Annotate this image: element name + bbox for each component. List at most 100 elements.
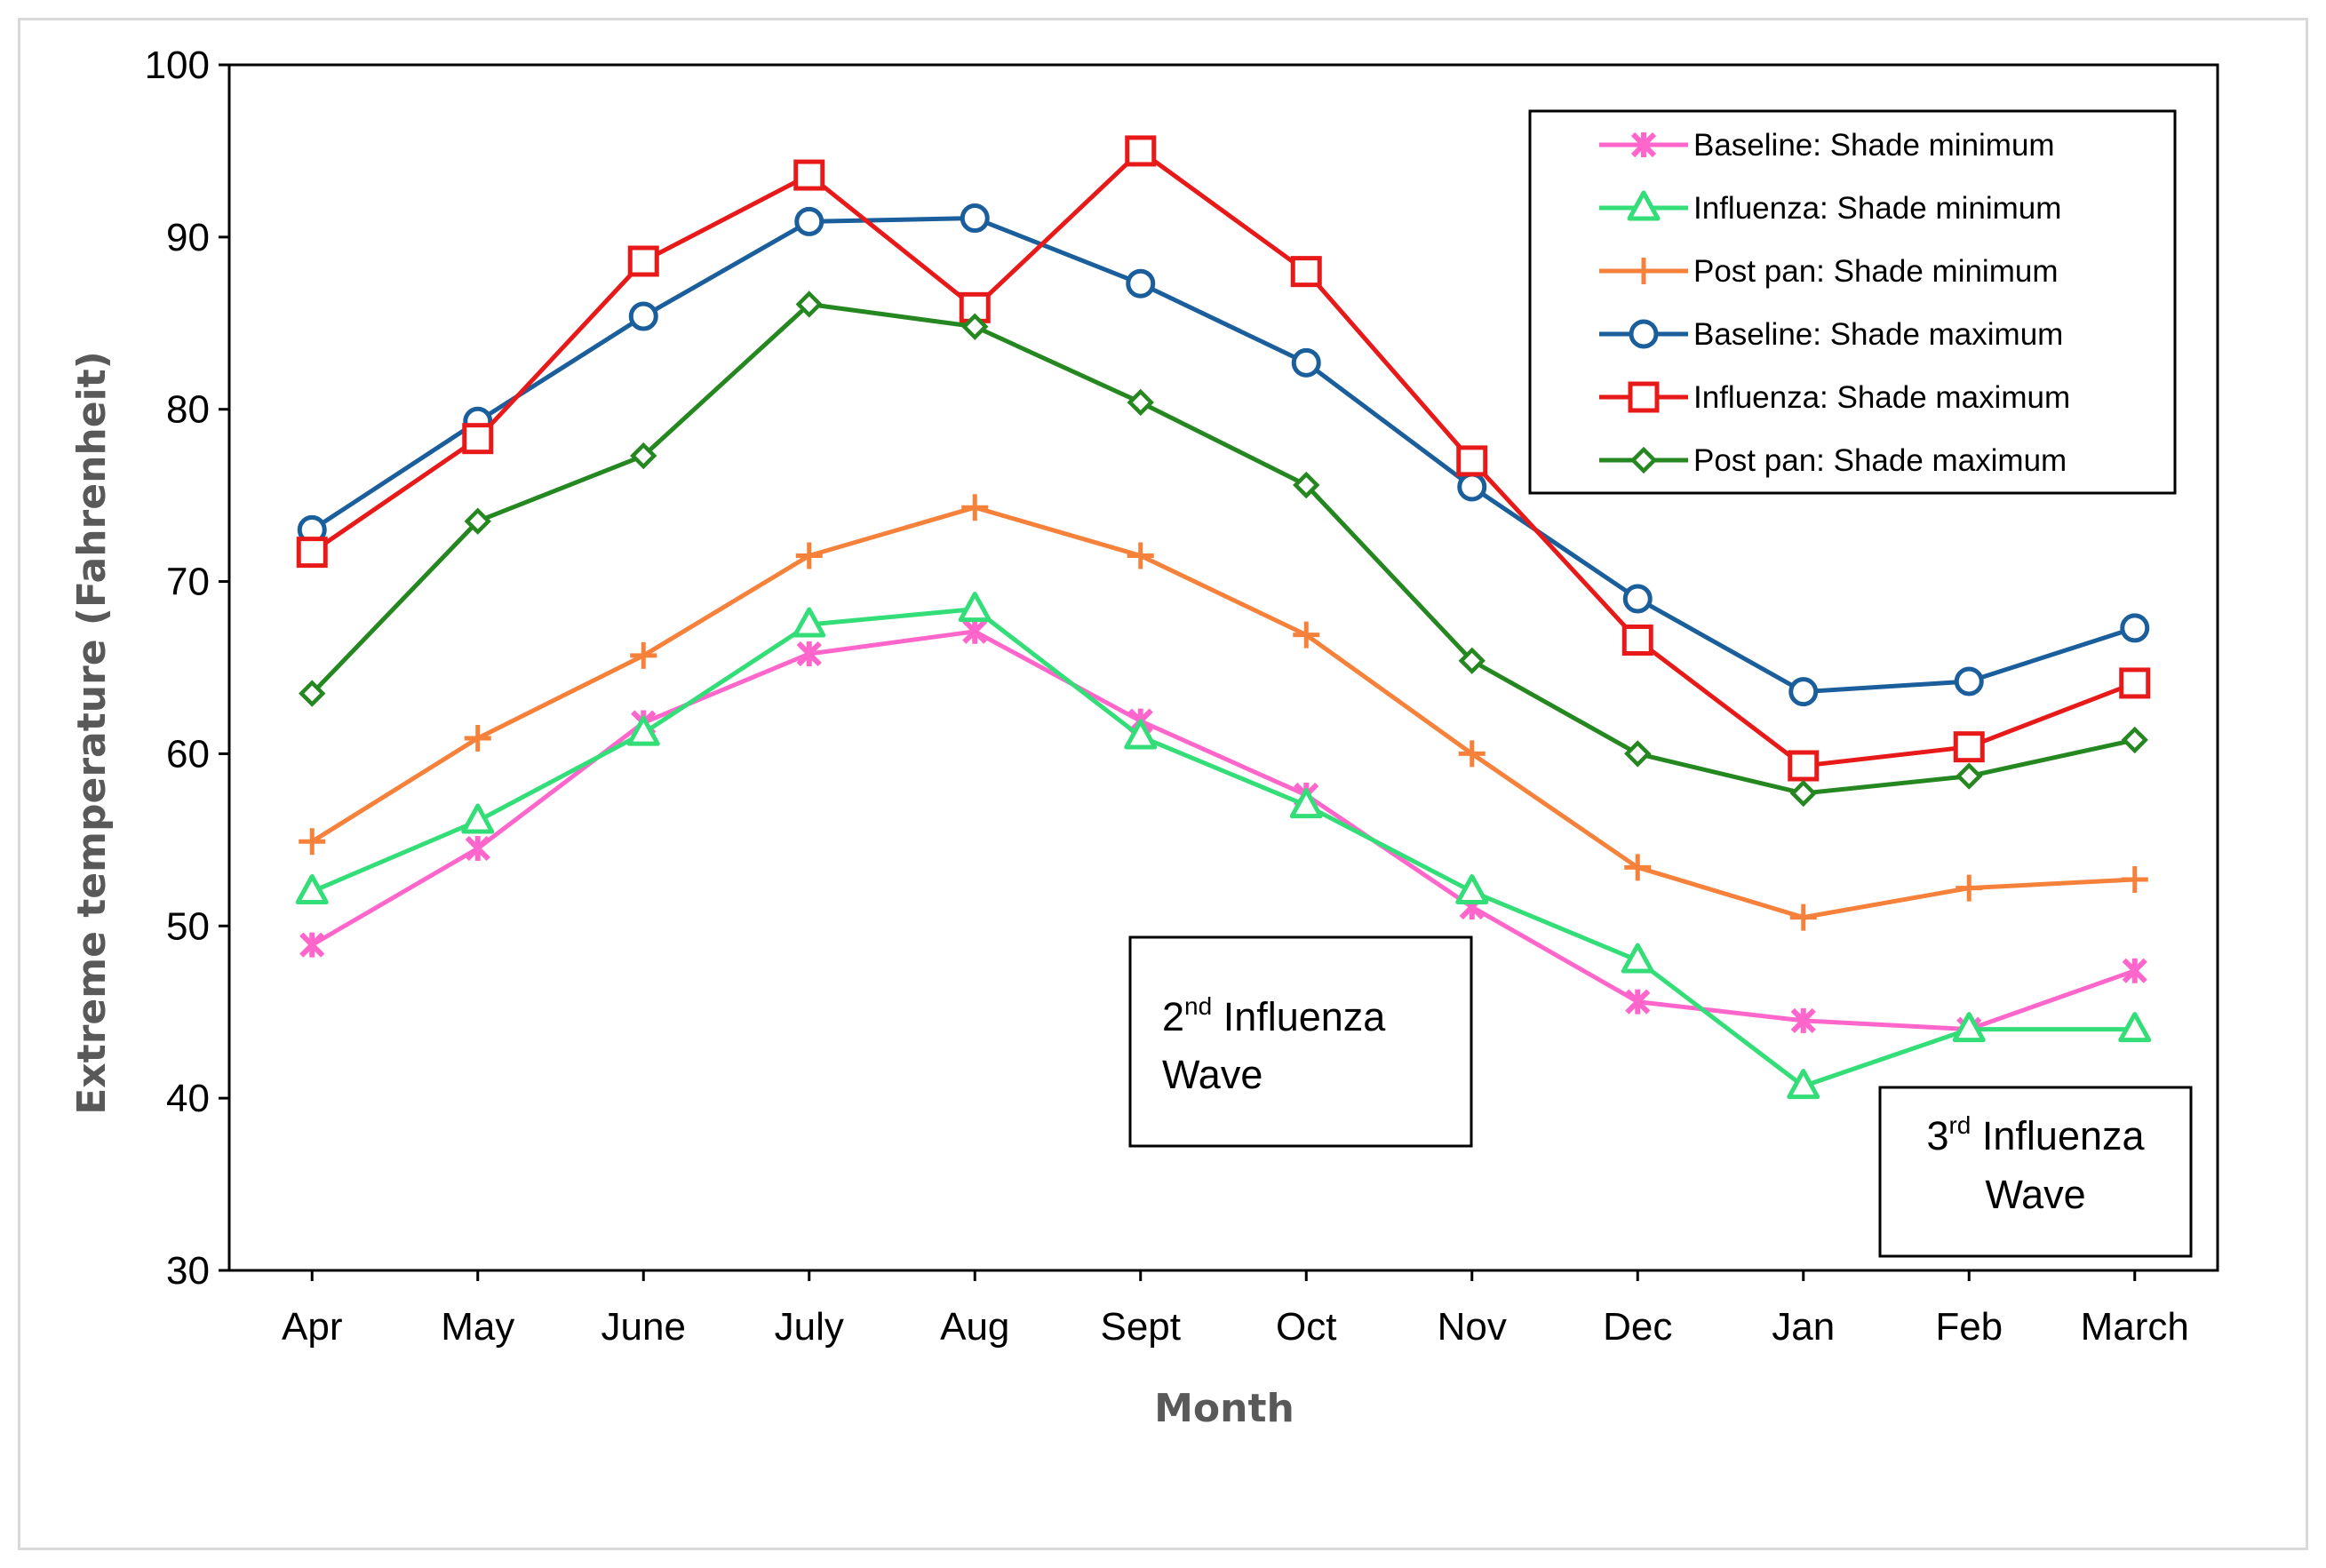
legend-entry: Post pan: Shade minimum	[1599, 254, 2058, 289]
data-point	[296, 537, 328, 569]
series-3	[299, 494, 2148, 931]
data-point	[1954, 666, 1984, 696]
series-line	[310, 505, 2135, 920]
data-point	[962, 618, 988, 644]
data-point	[1621, 624, 1653, 656]
annotation-2nd-wave-text: Influenza	[1212, 994, 1386, 1039]
data-point	[299, 828, 326, 856]
legend-swatch-marker	[1630, 258, 1657, 284]
data-point	[795, 291, 823, 318]
data-point	[1458, 647, 1486, 674]
data-point	[958, 592, 992, 623]
data-point	[1788, 677, 1819, 707]
y-tick-label: 40	[166, 1077, 210, 1120]
x-tick-label: July	[775, 1305, 844, 1349]
series-line	[310, 301, 2136, 796]
data-point	[1956, 874, 1983, 902]
data-point	[465, 835, 490, 862]
series-line	[310, 148, 2136, 768]
legend-label: Influenza: Shade minimum	[1693, 191, 2061, 226]
x-tick-label: Dec	[1603, 1305, 1672, 1349]
data-point	[1953, 731, 1985, 763]
data-point	[462, 423, 494, 455]
data-point	[1456, 445, 1488, 477]
y-tick-label: 70	[166, 561, 210, 604]
data-point	[1291, 347, 1321, 378]
annotation-2nd-wave-num: 2	[1162, 994, 1184, 1039]
legend-swatch-marker	[1627, 190, 1661, 221]
data-point	[1790, 1007, 1816, 1034]
data-point	[1956, 762, 1983, 790]
data-point	[793, 607, 826, 638]
data-point	[627, 245, 659, 277]
legend-label: Post pan: Shade minimum	[1693, 254, 2058, 289]
legend-entry: Influenza: Shade maximum	[1599, 380, 2070, 415]
x-tick-label: Nov	[1438, 1305, 1507, 1349]
legend: Baseline: Shade minimum Influenza: Shade …	[1528, 109, 2177, 495]
data-point	[2121, 865, 2148, 893]
annotation-2nd-wave-line2: Wave	[1162, 1052, 1263, 1097]
data-point	[1622, 584, 1653, 614]
data-point	[295, 874, 329, 905]
y-tick-label: 80	[166, 388, 210, 432]
data-point	[961, 494, 989, 521]
annotation-3rd-wave-num: 3	[1926, 1113, 1948, 1158]
data-point	[1624, 854, 1652, 881]
annotation-3rd-wave-sup: rd	[1948, 1111, 1971, 1139]
series-2	[295, 592, 2152, 1100]
x-tick-label: Jan	[1772, 1305, 1835, 1349]
data-point	[628, 301, 658, 331]
data-point	[1621, 943, 1654, 974]
data-point	[1124, 719, 1158, 750]
data-point	[1788, 750, 1820, 782]
data-point	[1290, 256, 1322, 288]
legend-swatch-marker	[1628, 381, 1660, 413]
data-point	[461, 803, 495, 834]
data-point	[1293, 621, 1320, 649]
plot-area-border	[227, 63, 2219, 1272]
data-point	[1127, 542, 1154, 569]
legend-entry: Influenza: Shade minimum	[1599, 190, 2061, 226]
x-tick-label: Aug	[940, 1305, 1009, 1349]
annotation-3rd-wave-line1: 3rd Influenza	[1926, 1111, 2145, 1158]
y-tick-label: 60	[166, 732, 210, 776]
legend-entry: Baseline: Shade minimum	[1599, 128, 2055, 163]
annotation-3rd-wave-line2: Wave	[1985, 1172, 2085, 1217]
legend-entry: Post pan: Shade maximum	[1599, 443, 2067, 478]
x-tick-label: June	[601, 1305, 686, 1349]
data-point	[626, 715, 660, 746]
data-point	[959, 291, 991, 323]
data-point	[2121, 726, 2148, 754]
data-point	[794, 206, 824, 236]
data-point	[1625, 989, 1651, 1015]
legend-entry: Baseline: Shade maximum	[1599, 317, 2063, 352]
legend-swatch-marker	[1630, 131, 1657, 158]
series-6	[299, 291, 2148, 808]
data-point	[1126, 268, 1156, 298]
legend-label: Post pan: Shade maximum	[1693, 443, 2067, 478]
data-point	[961, 313, 989, 340]
data-point	[1293, 471, 1320, 499]
annotation-3rd-wave-text: Influenza	[1971, 1113, 2145, 1158]
data-point	[2118, 1012, 2152, 1043]
data-point	[1952, 1012, 1986, 1043]
data-point	[1458, 740, 1486, 768]
y-axis-title: Extreme temperature (Fahrenheit)	[69, 351, 115, 1115]
data-point	[2119, 667, 2151, 699]
legend-label: Baseline: Shade maximum	[1693, 317, 2063, 352]
x-axis-title: Month	[1154, 1386, 1294, 1431]
y-tick-label: 50	[166, 904, 210, 948]
data-point	[2122, 958, 2147, 983]
series-line	[310, 216, 2136, 695]
series-5	[296, 135, 2151, 782]
y-tick-label: 100	[145, 44, 210, 87]
data-point	[1289, 788, 1323, 819]
data-point	[299, 932, 325, 958]
data-point	[796, 641, 822, 667]
data-point	[464, 724, 491, 752]
x-tick-label: Feb	[1935, 1305, 2003, 1349]
annotation-2nd-wave-box	[1128, 935, 1473, 1148]
data-point	[795, 542, 823, 569]
annotation-2nd-wave: 2nd Influenza Wave	[1128, 935, 1473, 1148]
